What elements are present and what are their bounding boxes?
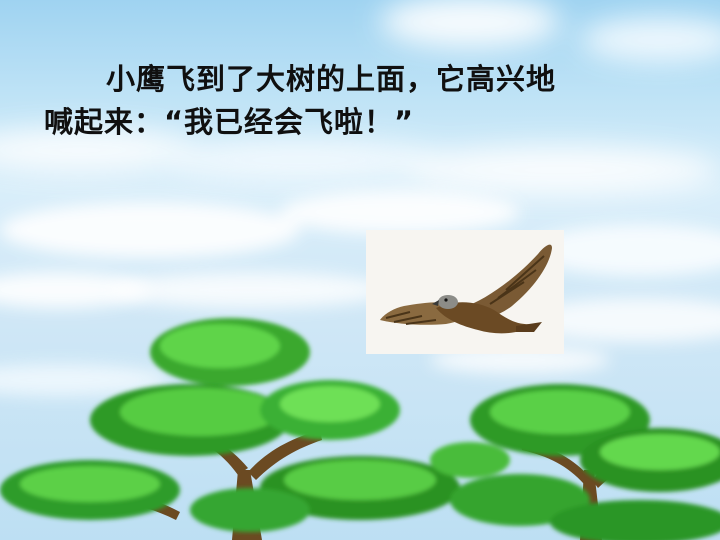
story-line-2: 喊起来：“我已经会飞啦！”: [44, 105, 415, 139]
cloud: [0, 190, 720, 308]
cloud: [0, 128, 720, 194]
cloud: [380, 0, 720, 62]
eagle-picture: [366, 230, 564, 354]
story-line-1: 小鹰飞到了大树的上面，它高兴地: [106, 62, 557, 96]
story-text: 小鹰飞到了大树的上面，它高兴地 喊起来：“我已经会飞啦！”: [44, 58, 684, 144]
eagle-icon: [380, 244, 552, 334]
treetops: [0, 318, 720, 540]
tree-foliage: [0, 318, 720, 540]
cloud: [0, 272, 720, 396]
